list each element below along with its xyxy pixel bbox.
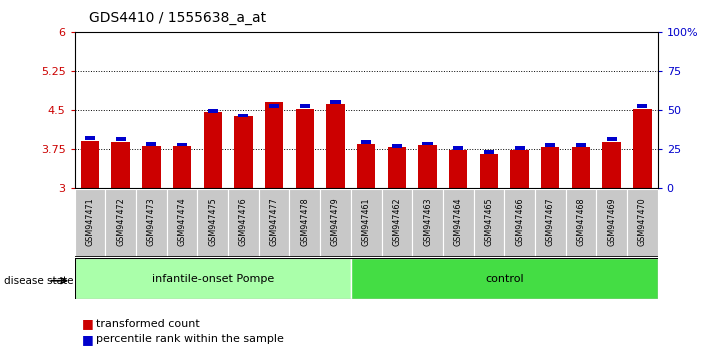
Bar (173, 146, 191, 188)
Text: GSM947473: GSM947473 (147, 198, 156, 246)
Text: GSM947475: GSM947475 (208, 197, 218, 246)
Bar (606, 137, 616, 141)
Text: percentile rank within the sample: percentile rank within the sample (96, 334, 284, 344)
Bar (166, 189, 198, 257)
Bar (449, 150, 467, 188)
Text: GSM947461: GSM947461 (362, 198, 370, 246)
Bar (545, 143, 555, 147)
Text: GSM947467: GSM947467 (546, 198, 555, 246)
Bar (566, 189, 597, 257)
Bar (541, 147, 560, 188)
Text: GSM947463: GSM947463 (423, 198, 432, 246)
Text: GSM947479: GSM947479 (331, 197, 340, 246)
Text: transformed count: transformed count (96, 319, 200, 329)
Bar (300, 104, 310, 108)
Text: GSM947478: GSM947478 (300, 198, 309, 246)
Text: ■: ■ (82, 333, 94, 346)
Bar (75, 258, 351, 299)
Bar (85, 136, 95, 140)
Bar (515, 146, 525, 150)
Bar (198, 189, 228, 257)
Bar (484, 150, 494, 154)
Bar (326, 103, 345, 188)
Bar (208, 109, 218, 113)
Bar (351, 258, 658, 299)
Bar (296, 109, 314, 188)
Bar (510, 150, 529, 188)
Text: GSM947472: GSM947472 (116, 197, 125, 246)
Bar (238, 114, 248, 118)
Bar (142, 145, 161, 188)
Bar (234, 116, 252, 188)
Bar (351, 189, 382, 257)
Text: GSM947474: GSM947474 (178, 198, 186, 246)
Bar (289, 189, 320, 257)
Bar (265, 102, 283, 188)
Bar (105, 189, 136, 257)
Bar (576, 143, 586, 147)
Bar (75, 189, 105, 257)
Text: GSM947470: GSM947470 (638, 198, 647, 246)
Bar (535, 189, 566, 257)
Bar (627, 189, 658, 257)
Bar (453, 146, 464, 150)
Bar (146, 142, 156, 146)
Bar (269, 104, 279, 108)
Bar (116, 137, 126, 141)
Text: GSM947468: GSM947468 (577, 198, 585, 246)
Bar (320, 189, 351, 257)
Text: GSM947462: GSM947462 (392, 198, 401, 246)
Bar (357, 144, 375, 188)
Bar (259, 189, 289, 257)
Bar (392, 144, 402, 148)
Text: GSM947464: GSM947464 (454, 198, 463, 246)
Bar (637, 104, 648, 108)
Bar (387, 147, 406, 188)
Bar (504, 189, 535, 257)
Bar (112, 142, 130, 188)
Bar (177, 143, 187, 147)
Bar (228, 189, 259, 257)
Text: GSM947469: GSM947469 (607, 198, 616, 246)
Bar (572, 147, 590, 188)
Bar (361, 140, 371, 144)
Text: disease state: disease state (4, 276, 73, 286)
Text: GDS4410 / 1555638_a_at: GDS4410 / 1555638_a_at (89, 11, 266, 25)
Text: GSM947465: GSM947465 (484, 198, 493, 246)
Bar (443, 189, 474, 257)
Bar (597, 189, 627, 257)
Bar (81, 141, 100, 188)
Bar (136, 189, 166, 257)
Bar (633, 109, 651, 188)
Text: GSM947477: GSM947477 (269, 197, 279, 246)
Text: ■: ■ (82, 318, 94, 330)
Bar (422, 142, 432, 145)
Bar (474, 189, 504, 257)
Text: GSM947476: GSM947476 (239, 198, 248, 246)
Text: GSM947466: GSM947466 (515, 198, 524, 246)
Bar (412, 189, 443, 257)
Text: GSM947471: GSM947471 (85, 198, 95, 246)
Bar (382, 189, 412, 257)
Bar (480, 154, 498, 188)
Bar (602, 142, 621, 188)
Bar (331, 100, 341, 104)
Bar (418, 145, 437, 188)
Text: control: control (485, 274, 523, 284)
Bar (203, 112, 222, 188)
Text: infantile-onset Pompe: infantile-onset Pompe (151, 274, 274, 284)
